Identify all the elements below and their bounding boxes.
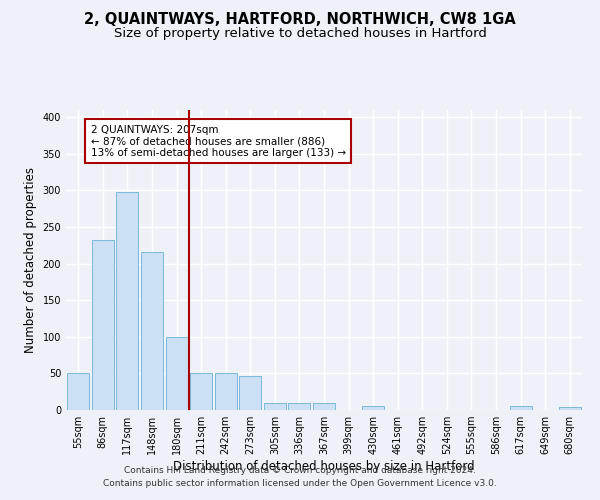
Bar	[509, 406, 532, 410]
Y-axis label: Number of detached properties: Number of detached properties	[24, 167, 37, 353]
Bar	[362, 406, 384, 410]
Bar	[215, 374, 237, 410]
Bar	[92, 240, 114, 410]
Text: Size of property relative to detached houses in Hartford: Size of property relative to detached ho…	[113, 28, 487, 40]
Bar	[166, 337, 188, 410]
Bar	[190, 374, 212, 410]
Bar	[239, 376, 262, 410]
Bar	[67, 374, 89, 410]
Bar	[264, 402, 286, 410]
Bar	[116, 192, 139, 410]
X-axis label: Distribution of detached houses by size in Hartford: Distribution of detached houses by size …	[173, 460, 475, 473]
Bar	[313, 402, 335, 410]
Text: 2 QUAINTWAYS: 207sqm
← 87% of detached houses are smaller (886)
13% of semi-deta: 2 QUAINTWAYS: 207sqm ← 87% of detached h…	[91, 124, 346, 158]
Bar	[289, 402, 310, 410]
Bar	[559, 407, 581, 410]
Text: 2, QUAINTWAYS, HARTFORD, NORTHWICH, CW8 1GA: 2, QUAINTWAYS, HARTFORD, NORTHWICH, CW8 …	[84, 12, 516, 28]
Text: Contains HM Land Registry data © Crown copyright and database right 2024.
Contai: Contains HM Land Registry data © Crown c…	[103, 466, 497, 487]
Bar	[141, 252, 163, 410]
